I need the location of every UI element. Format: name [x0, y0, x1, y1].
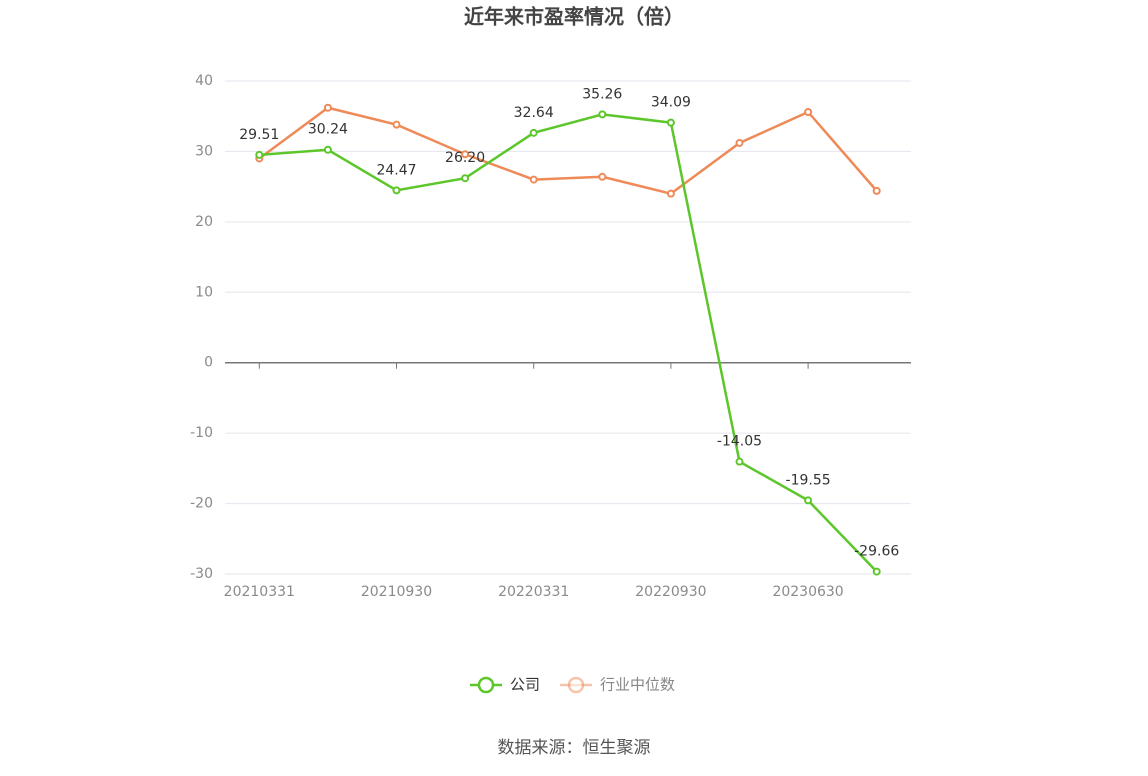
legend-marker — [477, 676, 495, 694]
point — [461, 174, 470, 183]
x-tick-label: 20220930 — [635, 584, 706, 600]
y-tick-label: -30 — [190, 566, 213, 582]
data-label: 30.24 — [308, 122, 348, 138]
data-label: 24.47 — [376, 162, 416, 178]
point — [872, 567, 881, 576]
x-tick-label: 20230630 — [772, 584, 843, 600]
y-tick-label: 40 — [195, 73, 213, 89]
point — [529, 128, 538, 137]
point — [804, 107, 813, 116]
point — [666, 189, 675, 198]
point — [735, 138, 744, 147]
point — [735, 457, 744, 466]
point — [392, 120, 401, 129]
data-label: -29.66 — [854, 544, 899, 560]
data-label: -19.55 — [786, 472, 831, 488]
point — [323, 145, 332, 154]
y-tick-label: -10 — [190, 425, 213, 441]
point — [666, 118, 675, 127]
data-label: 34.09 — [651, 95, 691, 111]
series-line — [258, 106, 878, 196]
point — [255, 150, 264, 159]
y-tick-label: 20 — [195, 214, 213, 230]
y-tick-label: 10 — [195, 284, 213, 300]
point — [323, 103, 332, 112]
data-label: 29.51 — [239, 127, 279, 143]
point — [804, 496, 813, 505]
legend-marker — [567, 676, 585, 694]
chart-title: 近年来市盈率情况（倍） — [464, 5, 684, 29]
x-tick-label: 20210331 — [224, 584, 295, 600]
point — [529, 175, 538, 184]
data-label: 32.64 — [514, 105, 554, 121]
series-line — [259, 113, 878, 573]
point — [598, 110, 607, 119]
point — [598, 172, 607, 181]
point — [392, 186, 401, 195]
legend-label: 行业中位数 — [600, 676, 675, 694]
y-tick-label: 30 — [195, 143, 213, 159]
point — [872, 186, 881, 195]
x-tick-label: 20210930 — [361, 584, 432, 600]
data-label: 35.26 — [582, 86, 622, 102]
legend-label: 公司 — [510, 676, 540, 694]
point — [461, 150, 470, 159]
data-label: 26.20 — [445, 150, 485, 166]
y-tick-label: 0 — [204, 355, 213, 371]
y-tick-label: -20 — [190, 496, 213, 512]
x-tick-label: 20220331 — [498, 584, 569, 600]
data-label: -14.05 — [717, 434, 762, 450]
source: 数据来源：恒生聚源 — [498, 738, 651, 758]
